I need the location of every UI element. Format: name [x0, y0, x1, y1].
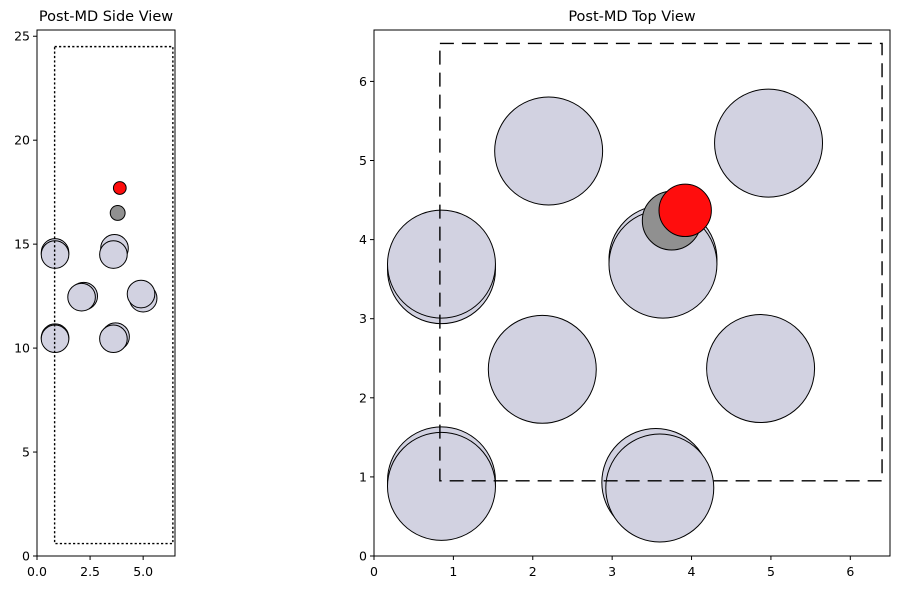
top-atom-5: [706, 314, 816, 424]
side-axes-frame: [36, 29, 176, 557]
side-y-tick-label-4: 20: [14, 133, 30, 148]
top-axes-frame: [373, 29, 891, 557]
side-atom-7: [126, 279, 156, 309]
side-y-tick-label-5: 25: [14, 29, 30, 44]
top-y-tick-label-6: 6: [359, 74, 367, 89]
side-view-panel: 0.0 2.5 5.0 0 5 10 15 20 25 Post-MD Side View: [14, 9, 176, 579]
top-x-tick-label-5: 5: [767, 564, 775, 579]
top-cell-box: [439, 42, 883, 482]
side-atom-3: [99, 240, 128, 269]
top-chart-title: Post-MD Top View: [568, 9, 695, 25]
top-view-panel: 0 1 2 3 4 5 6 0 1 2 3 4 5 6 Post-MD Top View: [359, 9, 891, 579]
top-atom-3: [605, 433, 715, 543]
top-y-tick-label-2: 2: [359, 390, 367, 405]
side-cell-box: [53, 45, 174, 545]
top-plot-area: [386, 42, 883, 543]
side-y-tick-label-3: 15: [14, 237, 30, 252]
top-x-tick-label-3: 3: [608, 564, 616, 579]
side-y-tick-label-1: 5: [22, 445, 30, 460]
side-atom-12: [109, 205, 126, 221]
top-atom-7: [386, 209, 496, 319]
top-y-tick-label-3: 3: [359, 311, 367, 326]
top-y-tick-label-5: 5: [359, 153, 367, 168]
top-x-tick-label-4: 4: [688, 564, 696, 579]
top-atom-11: [714, 88, 824, 198]
top-x-tick-label-2: 2: [529, 564, 537, 579]
top-x-tick-label-1: 1: [449, 564, 457, 579]
top-atom-10: [494, 96, 604, 206]
side-x-tick-label-1: 2.5: [80, 564, 100, 579]
top-atom-4: [487, 314, 597, 424]
top-y-tick-label-1: 1: [359, 469, 367, 484]
top-atom-13: [658, 183, 712, 238]
top-x-tick-label-6: 6: [846, 564, 854, 579]
side-y-tick-label-2: 10: [14, 341, 30, 356]
top-x-tick-label-0: 0: [370, 564, 378, 579]
top-y-tick-label-0: 0: [359, 549, 367, 564]
side-y-tick-label-0: 0: [22, 549, 30, 564]
top-y-tick-label-4: 4: [359, 232, 367, 247]
top-atom-1: [386, 431, 496, 541]
side-atom-13: [112, 181, 127, 195]
side-atom-11: [99, 324, 128, 354]
side-x-tick-label-0: 0.0: [27, 564, 47, 579]
side-chart-title: Post-MD Side View: [39, 9, 173, 25]
side-atom-5: [67, 282, 96, 312]
side-x-tick-label-2: 5.0: [133, 564, 153, 579]
side-plot-area: [40, 45, 174, 545]
